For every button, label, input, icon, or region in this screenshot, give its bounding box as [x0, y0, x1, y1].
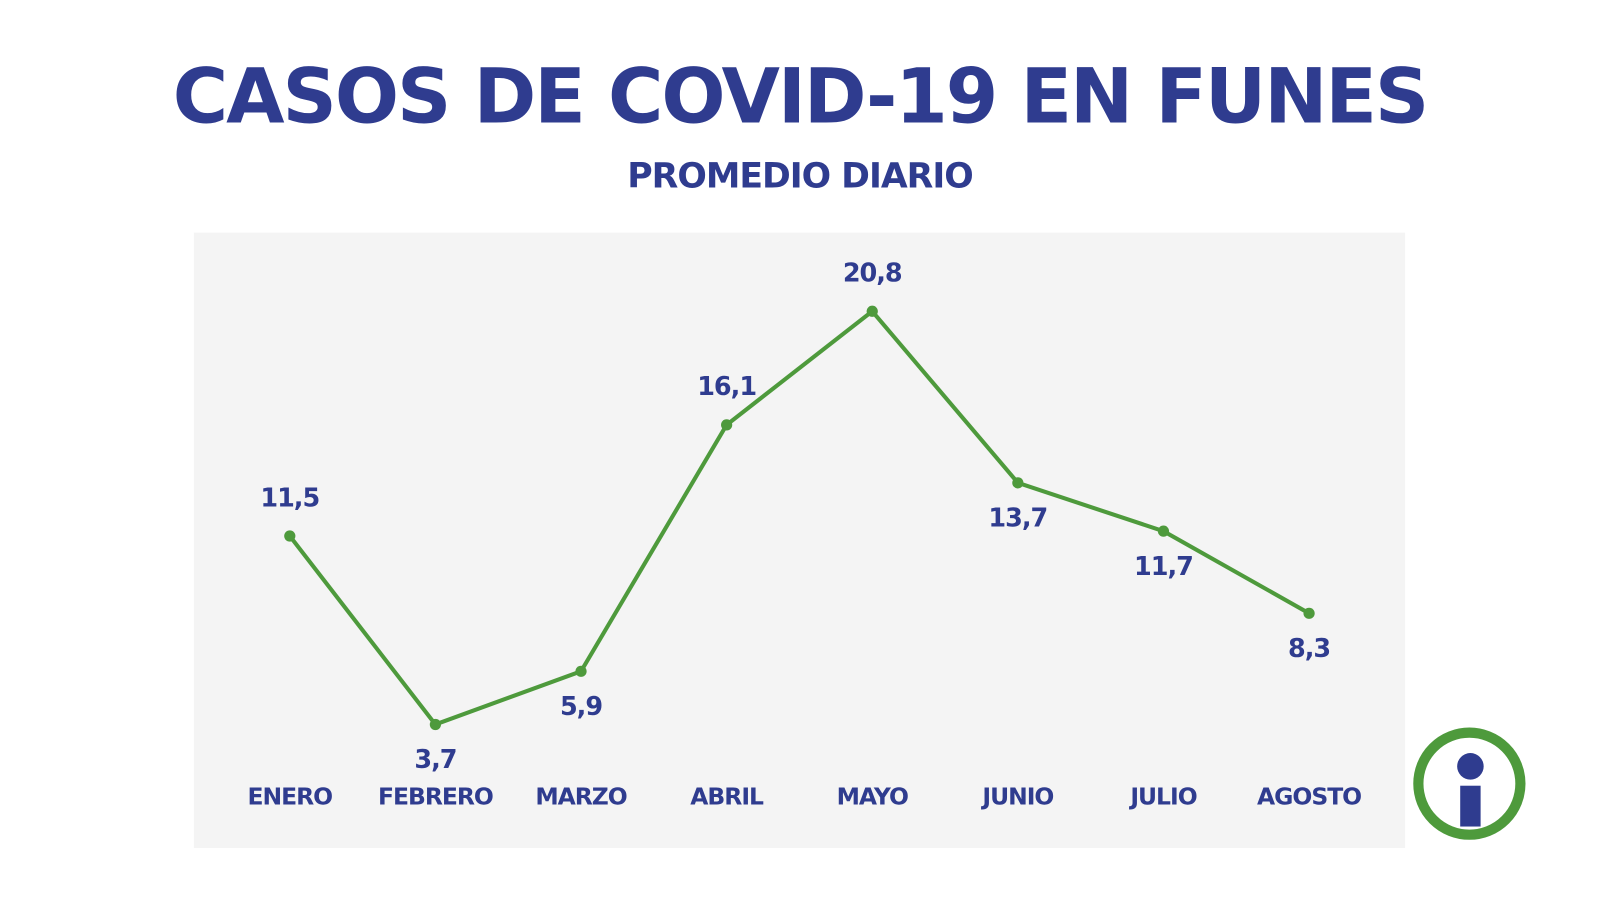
point: [1303, 607, 1315, 619]
point: [284, 530, 296, 542]
value-label: 13,7: [988, 504, 1047, 534]
x-tick-label: ABRIL: [690, 782, 764, 810]
line: [288, 309, 1311, 727]
value-label: 11,5: [260, 483, 319, 513]
value-label: 11,7: [1134, 552, 1193, 582]
point: [721, 419, 733, 431]
point: [429, 718, 442, 731]
x-tick-label: MARZO: [535, 782, 626, 810]
point: [1157, 525, 1170, 537]
x-tick-label: FEBRERO: [378, 782, 493, 810]
value-label: 8,3: [1288, 634, 1330, 664]
point: [866, 305, 878, 317]
x-tick-label: JULIO: [1128, 782, 1196, 810]
x-tick-label: ENERO: [248, 782, 333, 810]
value-label: 3,7: [414, 745, 456, 775]
x-tick-label: AGOSTO: [1257, 782, 1361, 810]
logo: [1413, 727, 1526, 840]
plot-area: [193, 232, 1406, 848]
logo-dot: [1457, 753, 1484, 780]
chart-subtitle: PROMEDIO DIARIO: [627, 157, 972, 197]
value-label: 16,1: [697, 372, 756, 402]
logo-bar: [1460, 785, 1481, 827]
logo-ring: [1413, 727, 1526, 840]
value-label: 20,8: [843, 259, 902, 289]
chart-title: CASOS DE COVID-19 EN FUNES: [173, 53, 1427, 141]
x-tick-label: JUNIO: [980, 782, 1053, 810]
x-tick-label: MAYO: [837, 782, 908, 810]
value-label: 5,9: [560, 692, 602, 722]
point: [575, 665, 587, 677]
point: [1012, 477, 1024, 489]
